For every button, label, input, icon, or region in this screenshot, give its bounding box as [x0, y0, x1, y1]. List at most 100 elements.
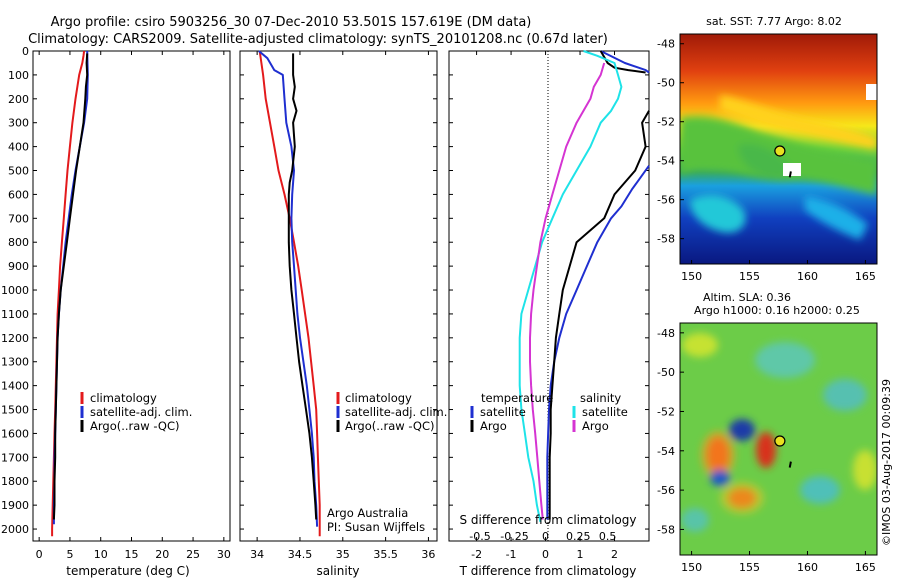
credit-text: ©IMOS 03-Aug-2017 00:09:39 — [880, 379, 893, 546]
y-tick-label: 1700 — [1, 451, 29, 464]
x-tick-label: 35 — [336, 548, 350, 561]
sla-orange-north — [701, 431, 735, 479]
y-tick-label: -48 — [657, 38, 675, 51]
sst-map-marker — [774, 145, 792, 178]
y-tick-label: 200 — [8, 93, 29, 106]
legend-label-satellite: satellite-adj. clim. — [345, 405, 447, 419]
x-tick-label: 1 — [577, 548, 584, 561]
x-tick-label: 160 — [797, 270, 818, 283]
float-track — [788, 461, 792, 468]
y-tick-label: -50 — [657, 77, 675, 90]
temperature-axes: 0 5 10 15 20 25 300100200300400500600700800900… — [1, 45, 231, 561]
argo-position-marker — [774, 435, 786, 447]
y-tick-label: -54 — [657, 445, 675, 458]
x-tick-label: 25 — [186, 548, 200, 561]
series-line-climatology — [258, 50, 321, 537]
x-tick-label: 165 — [855, 270, 876, 283]
sla-map-subtitle: Argo h1000: 0.16 h2000: 0.25 — [694, 304, 860, 317]
y-tick-label: 1100 — [1, 308, 29, 321]
y-tick-label: 700 — [8, 212, 29, 225]
y-tick-label: 1600 — [1, 427, 29, 440]
y-tick-label: 1500 — [1, 404, 29, 417]
y-tick-label: -56 — [657, 194, 675, 207]
y-tick-label: -52 — [657, 116, 675, 129]
x-tick-label: 150 — [681, 270, 702, 283]
y-tick-label: 1300 — [1, 356, 29, 369]
temperature-lines — [51, 50, 89, 537]
y-tick-label: 400 — [8, 141, 29, 154]
y-tick-label: 1900 — [1, 499, 29, 512]
sla-red-east — [756, 432, 776, 468]
sst-green-mid — [738, 143, 791, 178]
y-tick-label: 500 — [8, 165, 29, 178]
temperature-legend: climatology satellite-adj. clim. Argo(..… — [80, 391, 192, 433]
sla-map-features — [681, 333, 877, 532]
legend-label-sal-satellite: satellite — [582, 405, 628, 419]
s-tick-label: 0.25 — [566, 530, 591, 543]
sla-yellow-south — [720, 482, 764, 514]
legend-label-satellite: satellite-adj. clim. — [90, 405, 192, 419]
y-tick-label: -52 — [657, 405, 675, 418]
s-tick-label: -0.5 — [469, 530, 490, 543]
salinity-annotation-line2: PI: Susan Wijffels — [327, 520, 425, 534]
difference-lines — [518, 50, 650, 523]
sst-missing-patch — [783, 163, 801, 176]
y-tick-label: 300 — [8, 117, 29, 130]
legend-label-argo: Argo(..raw -QC) — [90, 419, 180, 433]
sla-yellow-east — [853, 450, 877, 490]
x-tick-label: 30 — [217, 548, 231, 561]
series-line-argo — [287, 53, 318, 520]
x-tick-label: -2 — [471, 548, 482, 561]
series-line-satellite — [258, 50, 319, 527]
sst-map-axes: 150 155 160 165 -48 -50 -52 -54 -56 -58 — [657, 38, 876, 283]
salinity-annotation-line1: Argo Australia — [327, 506, 408, 520]
float-track — [788, 171, 792, 178]
legend-label-argo: Argo(..raw -QC) — [345, 419, 435, 433]
s-tick-label: 0.5 — [599, 530, 617, 543]
sst-yellow-tongue — [720, 95, 877, 150]
x-tick-label: -1 — [506, 548, 517, 561]
sla-cyan-blob-east — [823, 379, 867, 411]
difference-legend: temperature salinity satellite Argo sate… — [470, 391, 628, 433]
y-tick-label: -50 — [657, 366, 675, 379]
header-line1: Argo profile: csiro 5903256_30 07-Dec-20… — [51, 15, 532, 30]
sla-blue-north — [729, 419, 755, 441]
series-line-climatology — [51, 50, 86, 537]
y-tick-label: 1400 — [1, 380, 29, 393]
legend-label-temp-satellite: satellite — [480, 405, 526, 419]
sla-map-frame — [679, 322, 878, 556]
difference-axes: -2 -1 0 1 2 — [449, 50, 649, 561]
legend-label-sal-argo: Argo — [582, 419, 609, 433]
temperature-panel — [32, 50, 231, 542]
legend-label-climatology: climatology — [345, 391, 412, 405]
salinity-legend: climatology satellite-adj. clim. Argo(..… — [336, 391, 447, 433]
x-tick-label: 155 — [739, 270, 760, 283]
sla-map-axes: 150 155 160 165 -48 -50 -52 -54 -56 -58 — [657, 327, 876, 574]
salinity-xlabel: salinity — [316, 564, 359, 578]
legend-title-temperature: temperature — [481, 391, 553, 405]
salinity-lines — [258, 50, 321, 537]
sla-blue-south — [710, 470, 730, 486]
difference-panel — [448, 50, 650, 542]
y-tick-label: 100 — [8, 69, 29, 82]
y-tick-label: 600 — [8, 188, 29, 201]
salinity-diff-ticks: -0.5 -0.25 0 0.25 0.5 — [469, 530, 616, 543]
series-line-argo — [52, 53, 89, 520]
series-line-satellite — [546, 165, 650, 520]
x-tick-label: 0 — [36, 548, 43, 561]
x-tick-label: 160 — [797, 561, 818, 574]
temperature-xlabel: temperature (deg C) — [66, 564, 189, 578]
legend-title-salinity: salinity — [580, 391, 621, 405]
sla-cyan-south — [800, 476, 840, 504]
x-tick-label: 15 — [125, 548, 139, 561]
sst-cyan-eddy-east — [805, 196, 868, 240]
y-tick-label: 0 — [22, 45, 29, 58]
x-tick-label: 150 — [681, 561, 702, 574]
series-line-sat_temp_diff — [518, 50, 623, 523]
y-tick-label: 900 — [8, 260, 29, 273]
x-tick-label: 34.5 — [288, 548, 313, 561]
legend-label-temp-argo: Argo — [480, 419, 507, 433]
argo-position-marker — [774, 145, 786, 157]
s-tick-label: -0.25 — [500, 530, 528, 543]
